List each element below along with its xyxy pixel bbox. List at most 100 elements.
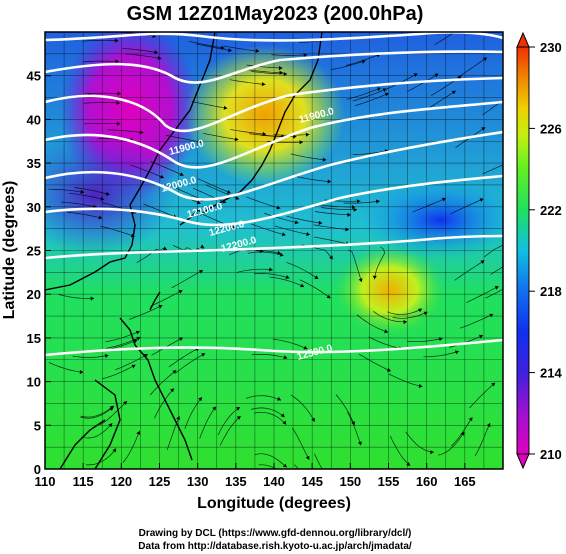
streamline-arrowhead <box>223 105 228 110</box>
streamline-arrowhead <box>418 308 422 313</box>
height-contour <box>45 130 503 201</box>
streamline <box>319 204 356 208</box>
streamline-arrowhead <box>491 382 496 387</box>
x-tick-label: 150 <box>339 474 361 489</box>
streamline-arrowhead <box>172 370 177 374</box>
y-tick-label: 45 <box>27 69 41 84</box>
streamline-arrowhead <box>170 388 174 393</box>
streamline-arrowhead <box>255 48 260 53</box>
streamline-arrowhead <box>157 55 162 60</box>
streamline-arrowhead <box>305 455 310 460</box>
streamline <box>313 224 349 231</box>
streamline-arrowhead <box>235 196 240 200</box>
x-tick-label: 135 <box>225 474 247 489</box>
y-tick-label: 10 <box>27 375 41 390</box>
streamline-arrowhead <box>329 481 333 485</box>
streamline <box>348 249 363 283</box>
streamline <box>48 362 84 373</box>
coastline <box>94 379 121 469</box>
streamline-arrowhead <box>236 416 241 420</box>
streamline <box>292 427 310 460</box>
streamline <box>193 187 227 204</box>
streamline <box>450 198 484 215</box>
streamline-arrowhead <box>279 252 284 257</box>
streamline-arrowhead <box>384 329 389 334</box>
streamline <box>290 153 327 161</box>
streamline <box>314 453 323 469</box>
streamline <box>286 262 319 280</box>
streamline <box>61 201 97 208</box>
streamline <box>66 211 103 219</box>
streamline-arrowhead <box>104 354 109 358</box>
streamline <box>80 406 114 419</box>
streamline <box>245 395 282 401</box>
streamline <box>405 431 434 453</box>
colorbar-tick-label: 230 <box>540 40 562 55</box>
streamline <box>482 100 503 115</box>
streamline <box>202 213 236 229</box>
colorbar-top-arrow <box>516 31 530 48</box>
streamline <box>346 87 381 100</box>
streamline <box>184 396 203 429</box>
streamline <box>425 90 456 111</box>
streamline-arrowhead <box>135 330 140 335</box>
streamline-arrowhead <box>279 70 283 75</box>
streamline <box>246 64 283 69</box>
streamline-arrowhead <box>305 132 310 137</box>
streamline-arrowhead <box>372 275 377 280</box>
cool-region-blue <box>360 180 503 260</box>
streamline <box>274 225 310 236</box>
streamline-arrowhead <box>226 189 231 194</box>
streamline <box>485 288 503 299</box>
y-tick-label: 5 <box>34 418 41 433</box>
streamline-arrowhead <box>260 248 264 253</box>
streamline <box>106 336 141 349</box>
streamline <box>388 373 423 387</box>
streamline-arrowhead <box>163 246 167 251</box>
streamline <box>150 369 177 396</box>
streamline-arrowhead <box>423 311 428 316</box>
streamline-arrowhead <box>112 448 117 453</box>
streamline-arrowhead <box>386 367 391 372</box>
streamline-arrowhead <box>361 59 366 64</box>
streamline-arrowhead <box>418 383 423 388</box>
streamline-arrowhead <box>481 127 486 131</box>
streamline <box>269 276 305 288</box>
streamline-arrowhead <box>318 220 323 225</box>
colorbar: 210 214 218 222 226 230 <box>516 31 562 470</box>
streamline <box>358 353 391 372</box>
streamline <box>83 102 120 104</box>
streamline-arrowhead <box>327 179 332 184</box>
streamline-arrowhead <box>231 225 236 230</box>
streamline <box>474 422 491 456</box>
streamline-arrowhead <box>438 337 443 342</box>
x-tick-label: 115 <box>73 474 94 489</box>
streamline-arrowhead <box>351 205 356 210</box>
streamline-arrowhead <box>234 137 239 142</box>
coastline <box>59 419 106 469</box>
streamline-arrowhead <box>282 420 287 425</box>
streamline-arrowhead <box>108 423 113 428</box>
streamline-arrowhead <box>80 189 84 194</box>
streamline <box>374 246 385 280</box>
map-plot-area: 11900.012000.012100.012200.012200.011900… <box>45 32 503 485</box>
streamline-arrowhead <box>279 65 283 71</box>
streamline <box>150 289 183 307</box>
streamline <box>168 347 200 368</box>
streamline-arrowhead <box>139 130 144 135</box>
colorbar-tick-label: 226 <box>540 121 562 136</box>
streamline-arrowhead <box>489 313 494 318</box>
x-tick-label: 130 <box>187 474 209 489</box>
streamline-arrowhead <box>326 294 331 299</box>
y-tick-label: 40 <box>27 112 41 127</box>
streamline <box>335 394 355 426</box>
streamline <box>356 314 389 333</box>
streamline-arrowhead <box>403 320 407 325</box>
streamline <box>295 176 332 183</box>
streamline <box>166 416 180 451</box>
streamline-arrowhead <box>441 197 446 202</box>
streamline-arrowhead <box>347 212 351 217</box>
streamline <box>223 45 260 52</box>
streamline <box>58 294 95 299</box>
streamline <box>352 150 389 156</box>
